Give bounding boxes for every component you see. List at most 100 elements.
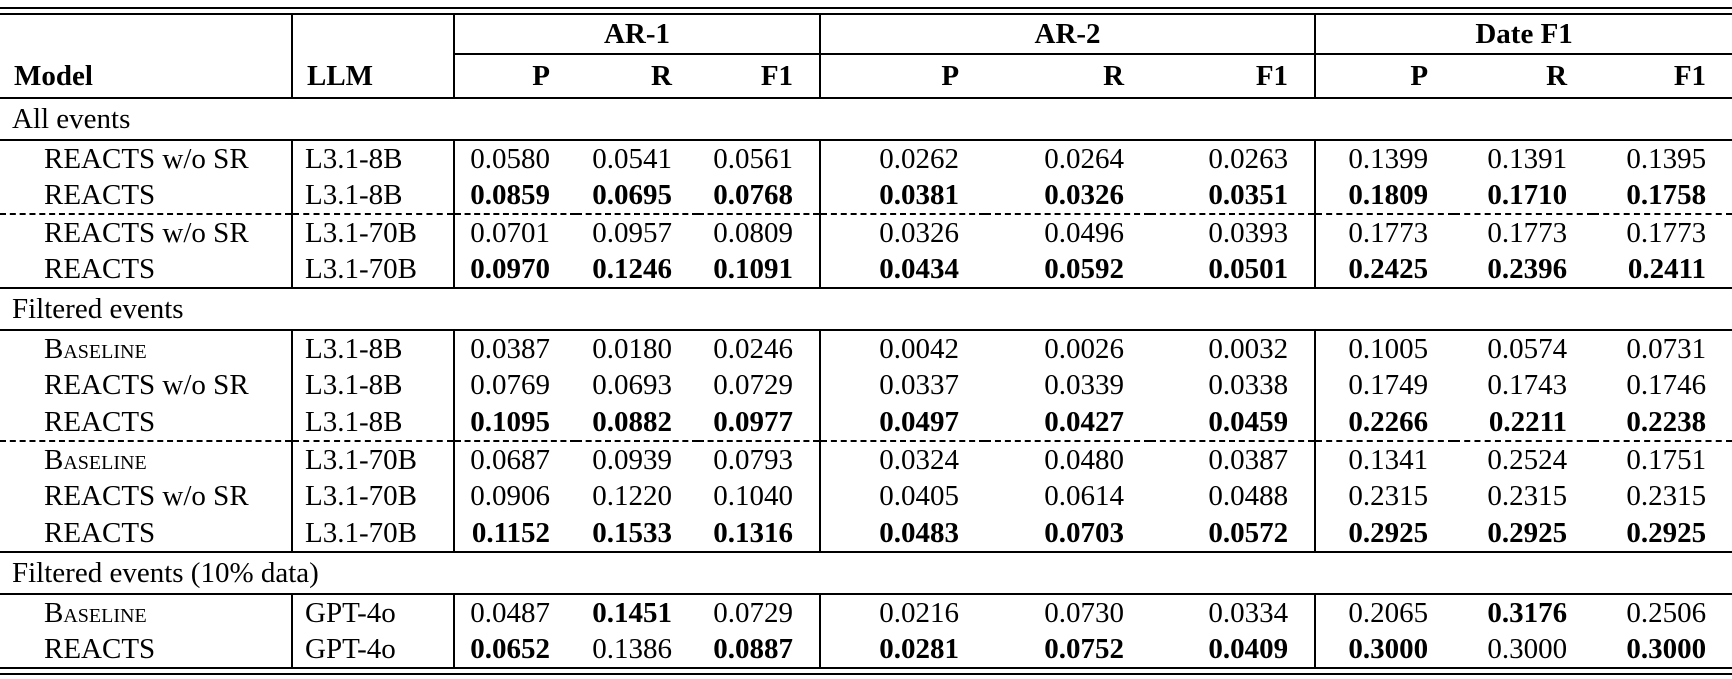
llm-name: L3.1-70B [292,478,455,515]
model-name: REACTS [0,251,293,288]
metric-value: 0.0809 [698,213,822,251]
metric-value: 0.0687 [454,440,576,478]
metric-value: 0.0497 [879,405,960,438]
metric-value: 0.0752 [985,631,1151,669]
section-header-row: Filtered events [0,287,1732,331]
results-table: Model LLM AR-1 AR-2 Date F1 P R F1 P R F… [0,13,1732,669]
metric-value: 0.1091 [698,251,822,288]
table-header: Model LLM AR-1 AR-2 Date F1 P R F1 P R F… [0,13,1732,99]
metric-value: 0.0263 [1150,140,1317,177]
metric-value: 0.0729 [698,594,822,631]
metric-value: 0.1533 [592,516,672,549]
table-row: REACTS w/o SR L3.1-70B 0.0906 0.1220 0.1… [0,478,1732,515]
metric-value: 0.3176 [1487,596,1568,629]
metric-value: 0.1809 [1348,178,1429,211]
metric-value: 0.0561 [698,140,822,177]
metric-value: 0.0326 [820,213,986,251]
metric-value: 0.2506 [1626,596,1707,629]
metric-value: 0.2925 [1348,516,1429,549]
metric-value: 0.0769 [470,369,550,401]
metric-value: 0.1758 [1626,178,1707,211]
llm-name: GPT-4o [292,594,455,631]
metric-value: 0.1316 [698,515,822,552]
metric-value: 0.0701 [454,213,576,251]
metric-value: 0.0977 [698,404,822,441]
metric-value: 0.0939 [576,440,698,478]
model-name: REACTS [0,177,293,214]
metric-value: 0.0262 [879,142,960,175]
model-name: Baseline [0,330,293,367]
table-row: REACTS L3.1-8B 0.0859 0.0695 0.0768 0.03… [0,177,1732,214]
header-llm: LLM [292,13,455,99]
metric-value: 0.1341 [1315,440,1455,478]
metric-value: 0.1743 [1487,369,1568,401]
table-row: REACTS w/o SR L3.1-8B 0.0580 0.0541 0.05… [0,140,1732,177]
metric-value: 0.0541 [592,142,672,175]
llm-name: L3.1-70B [292,440,455,478]
metric-value: 0.0459 [1150,404,1317,441]
llm-name: L3.1-8B [292,404,455,441]
metric-value: 0.0693 [592,369,672,401]
metric-value: 0.0731 [1626,332,1707,365]
metric-value: 0.2925 [1487,516,1568,549]
model-name: REACTS w/o SR [0,478,293,515]
metric-value: 0.2238 [1626,405,1707,438]
metric-value: 0.0216 [879,596,960,629]
table-body: All events REACTS w/o SR L3.1-8B 0.0580 … [0,97,1732,669]
metric-value: 0.0483 [879,516,960,549]
top-double-rule [0,7,1732,9]
table-row: REACTS w/o SR L3.1-8B 0.0769 0.0693 0.07… [0,367,1732,404]
metric-header-row: P R F1 P R F1 P R F1 [0,53,1732,99]
metric-value: 0.1391 [1487,142,1568,175]
metric-value: 0.0339 [1044,369,1125,401]
metric-value: 0.0695 [592,178,672,211]
metric-value: 0.0324 [820,440,986,478]
header-ar2-f1: F1 [1150,53,1317,99]
metric-value: 0.0393 [1150,213,1317,251]
table-row: Baseline L3.1-70B 0.0687 0.0939 0.0793 0… [0,440,1732,478]
metric-value: 0.0887 [698,631,822,669]
header-ar1-r: R [576,53,698,99]
metric-value: 0.1246 [592,252,672,285]
llm-name: L3.1-8B [292,367,455,404]
model-name: REACTS w/o SR [0,213,293,251]
metric-value: 0.2315 [1348,480,1429,512]
metric-value: 0.2425 [1348,252,1429,285]
metric-value: 0.0351 [1150,177,1317,214]
metric-value: 0.1746 [1626,369,1707,401]
table-row: Baseline GPT-4o 0.0487 0.1451 0.0729 0.0… [0,594,1732,631]
metric-value: 0.0592 [1044,252,1125,285]
metric-value: 0.2411 [1627,252,1707,285]
metric-value: 0.2396 [1487,252,1568,285]
metric-value: 0.0405 [879,480,960,512]
metric-value: 0.1773 [1454,213,1594,251]
table-row: REACTS w/o SR L3.1-70B 0.0701 0.0957 0.0… [0,213,1732,251]
model-name: REACTS w/o SR [0,367,293,404]
metric-value: 0.1751 [1593,440,1732,478]
header-ar1-f1: F1 [698,53,822,99]
metric-value: 0.0281 [820,631,986,669]
metric-value: 0.1773 [1593,213,1732,251]
metric-value: 0.0574 [1487,332,1568,365]
metric-value: 0.3000 [1593,631,1732,669]
metric-value: 0.0434 [879,252,960,285]
metric-value: 0.0337 [879,369,960,401]
metric-value: 0.0387 [1150,440,1317,478]
metric-value: 0.0572 [1150,515,1317,552]
table-row: REACTS GPT-4o 0.0652 0.1386 0.0887 0.028… [0,631,1732,669]
metric-value: 0.1773 [1315,213,1455,251]
metric-value: 0.0906 [470,480,550,512]
metric-value: 0.3000 [1454,631,1594,669]
metric-value: 0.2266 [1348,405,1429,438]
metric-value: 0.0409 [1150,631,1317,669]
header-datef1-f1: F1 [1593,53,1732,99]
model-name: Baseline [0,440,293,478]
metric-value: 0.1152 [471,516,550,549]
metric-value: 0.0970 [470,252,550,285]
metric-value: 0.0334 [1150,594,1317,631]
group-header-ar1: AR-1 [454,13,822,54]
llm-name: L3.1-70B [292,251,455,288]
table-row: REACTS L3.1-70B 0.0970 0.1246 0.1091 0.0… [0,251,1732,288]
metric-value: 0.0026 [1044,332,1125,365]
